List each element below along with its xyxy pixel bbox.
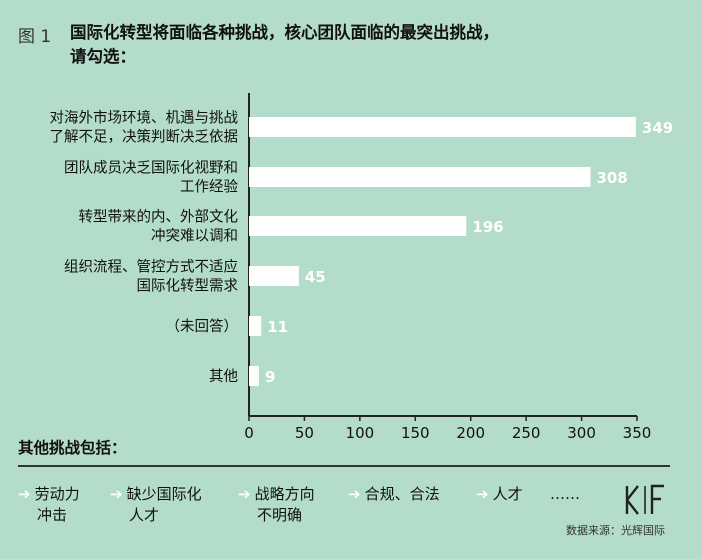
x-tick-label: 200 <box>456 424 485 442</box>
category-label: 组织流程、管控方式不适应国际化转型需求 <box>64 258 238 295</box>
x-tick-label: 150 <box>401 424 430 442</box>
other-challenge-line-1: ➔ 战略方向 <box>238 485 315 503</box>
data-source: 数据来源：光辉国际 <box>566 524 665 537</box>
bar <box>249 167 591 187</box>
bar <box>249 266 299 286</box>
arrow-icon: ➔ <box>476 485 489 503</box>
value-label: 9 <box>265 368 275 386</box>
other-challenge-line-1: …… <box>550 485 580 503</box>
other-challenge-item: ➔ 战略方向不明确 <box>238 484 315 526</box>
other-challenge-item: ➔ 人才 <box>476 484 523 505</box>
chart-title: 国际化转型将面临各种挑战，核心团队面临的最突出挑战， 请勾选： <box>70 21 670 69</box>
other-challenge-item: ➔ 合规、合法 <box>348 484 440 505</box>
arrow-icon: ➔ <box>110 485 123 503</box>
bar <box>249 216 467 236</box>
other-challenge-line-1: ➔ 人才 <box>476 485 523 503</box>
value-label: 45 <box>305 268 326 286</box>
kf-logo-icon <box>625 484 664 515</box>
divider-line <box>18 465 670 467</box>
figure-label: 图 1 <box>18 27 52 47</box>
category-label: 其他 <box>209 368 238 385</box>
x-tick-label: 300 <box>567 424 596 442</box>
bar-chart: 0 50 100 150 200 250 300 350 对海外市场环境、机遇与挑战了解不足，决… <box>50 93 673 442</box>
bar <box>249 366 259 386</box>
other-challenge-line-1: ➔ 合规、合法 <box>348 485 440 503</box>
other-challenge-line-2: 人才 <box>129 506 160 524</box>
other-challenge-item: ➔ 缺少国际化人才 <box>110 484 202 526</box>
category-label: 团队成员决乏国际化视野和工作经验 <box>64 160 238 196</box>
other-challenge-item: …… <box>550 484 580 505</box>
x-tick-label: 350 <box>623 424 652 442</box>
x-tick-label: 50 <box>295 424 314 442</box>
value-label: 308 <box>596 169 627 187</box>
other-challenge-item: ➔ 劳动力冲击 <box>18 484 80 526</box>
arrow-icon: ➔ <box>348 485 361 503</box>
other-challenges-title: 其他挑战包括： <box>18 439 127 457</box>
category-label: 转型带来的内、外部文化冲突难以调和 <box>79 209 239 245</box>
chart-title-line-1: 国际化转型将面临各种挑战，核心团队面临的最突出挑战， <box>70 23 499 42</box>
value-label: 11 <box>267 318 288 336</box>
x-tick-label: 100 <box>346 424 375 442</box>
value-label: 196 <box>472 218 503 236</box>
other-challenge-line-1: ➔ 缺少国际化 <box>110 485 202 503</box>
arrow-icon: ➔ <box>18 485 31 503</box>
other-challenge-line-1: ➔ 劳动力 <box>18 485 80 503</box>
other-challenges-list: ➔ 劳动力 冲击 ➔ 缺少国际化 人才 ➔ 战略方向 不明确 ➔ 合规、合法 ➔ 人才…… <box>18 484 618 534</box>
other-challenge-line-2: 不明确 <box>257 506 303 524</box>
value-label: 349 <box>642 119 673 137</box>
x-tick-label: 250 <box>512 424 541 442</box>
arrow-icon: ➔ <box>238 485 251 503</box>
category-label: （未回答） <box>166 318 239 335</box>
other-challenge-line-2: 冲击 <box>37 506 68 524</box>
bar <box>249 316 262 336</box>
x-tick-label: 0 <box>244 424 254 442</box>
chart-title-line-2: 请勾选： <box>70 47 136 66</box>
category-label: 对海外市场环境、机遇与挑战了解不足，决策判断决乏依据 <box>50 109 239 146</box>
bar <box>249 117 636 137</box>
